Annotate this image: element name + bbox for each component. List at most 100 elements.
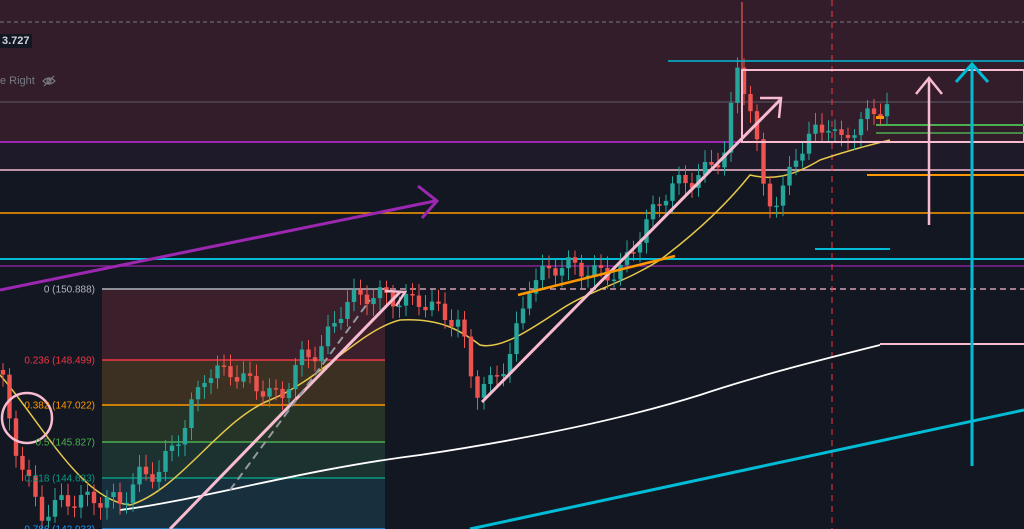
candle-body <box>104 497 110 508</box>
candle-body <box>176 444 181 446</box>
pink-arrowhead-1 <box>384 289 408 307</box>
candle-body <box>715 164 721 168</box>
candle-body <box>670 183 675 201</box>
candle-body <box>865 108 870 120</box>
right-toggle[interactable]: e Right <box>0 75 56 87</box>
eye-off-icon[interactable] <box>42 75 56 87</box>
candle-body <box>117 492 123 504</box>
candle-body <box>254 375 259 392</box>
cyan-up-arrowhead <box>954 61 990 83</box>
candle-body <box>52 499 58 517</box>
candle-body <box>852 135 857 138</box>
candle-body <box>449 319 454 327</box>
candle-body <box>527 293 532 309</box>
candle-body <box>689 183 695 188</box>
candle-body <box>514 323 519 355</box>
candle-body <box>293 365 298 390</box>
candle-body <box>78 494 84 508</box>
candle-body <box>442 303 448 320</box>
candle-body <box>657 204 662 206</box>
candle-body <box>163 450 168 472</box>
candle-body <box>280 388 285 399</box>
candle-body <box>20 455 25 470</box>
fib-level-label: 0.618 (144.633) <box>24 474 95 485</box>
last-price-marker <box>876 116 884 119</box>
candle-body <box>13 418 19 456</box>
candle-body <box>462 319 467 337</box>
cyan-trend-line <box>469 408 1024 529</box>
purple-arrowhead <box>417 184 440 219</box>
candle-body <box>540 265 545 281</box>
candle-body <box>819 124 825 133</box>
candle-body <box>124 502 129 505</box>
right-toggle-label: e Right <box>0 75 35 87</box>
candle-body <box>676 174 682 184</box>
candle-body <box>774 205 779 208</box>
candle-body <box>618 264 623 280</box>
candle-body <box>800 153 805 161</box>
candle-body <box>65 495 71 507</box>
candle-body <box>7 374 12 419</box>
candle-body <box>533 280 539 294</box>
candle-body <box>761 139 766 184</box>
candle-body <box>26 469 32 477</box>
candle-body <box>111 492 116 498</box>
candle-body <box>813 124 818 134</box>
candle-body <box>845 135 851 138</box>
candle-body <box>364 294 370 305</box>
candle-body <box>559 268 565 276</box>
candle-body <box>832 129 838 131</box>
candle-body <box>481 384 487 398</box>
candle-body <box>351 289 357 302</box>
candle-body <box>839 129 844 136</box>
candle-body <box>312 357 318 362</box>
candle-body <box>598 265 604 268</box>
candle-body <box>637 242 643 253</box>
candle-body <box>319 346 324 362</box>
candle-body <box>130 484 136 503</box>
candle-body <box>98 503 103 508</box>
candle-body <box>748 94 753 112</box>
candle-body <box>494 375 500 377</box>
candle-body <box>683 174 688 184</box>
candle-body <box>156 471 162 482</box>
candle-body <box>46 516 51 521</box>
candle-body <box>501 373 506 377</box>
candle-body <box>377 287 383 299</box>
candle-body <box>436 301 441 304</box>
candle-body <box>566 257 571 269</box>
candle-body <box>189 399 194 429</box>
candle-body <box>0 370 6 375</box>
candle-body <box>273 388 279 390</box>
candle-body <box>722 152 727 168</box>
pink-trend-line-2 <box>480 98 782 404</box>
candle-body <box>338 318 344 323</box>
candle-body <box>741 67 747 95</box>
candle-body <box>787 166 792 186</box>
candle-body <box>228 366 233 378</box>
candle-body <box>592 265 597 276</box>
candle-body <box>650 204 656 220</box>
candle-body <box>169 445 175 451</box>
candle-body <box>507 354 513 374</box>
price-readout: 3.727 <box>0 34 32 48</box>
candle-body <box>806 133 812 154</box>
candle-body <box>579 262 584 277</box>
candle-body <box>91 491 97 504</box>
fib-level-label: 0.236 (148.499) <box>24 356 95 367</box>
candle-body <box>306 349 311 358</box>
candle-body <box>624 252 630 265</box>
candle-body <box>611 279 617 282</box>
fast-moving-average <box>0 139 891 506</box>
candle-body <box>221 365 227 367</box>
candle-body <box>182 428 188 445</box>
candle-body <box>325 326 331 347</box>
pink-arrowhead-2 <box>760 96 783 119</box>
pink-trend-line-1 <box>168 290 402 529</box>
candle-body <box>884 104 890 117</box>
candle-body <box>241 373 246 382</box>
candle-body <box>858 119 864 136</box>
fib-level-label: 0 (150.888) <box>44 285 95 296</box>
candle-body <box>644 219 649 243</box>
